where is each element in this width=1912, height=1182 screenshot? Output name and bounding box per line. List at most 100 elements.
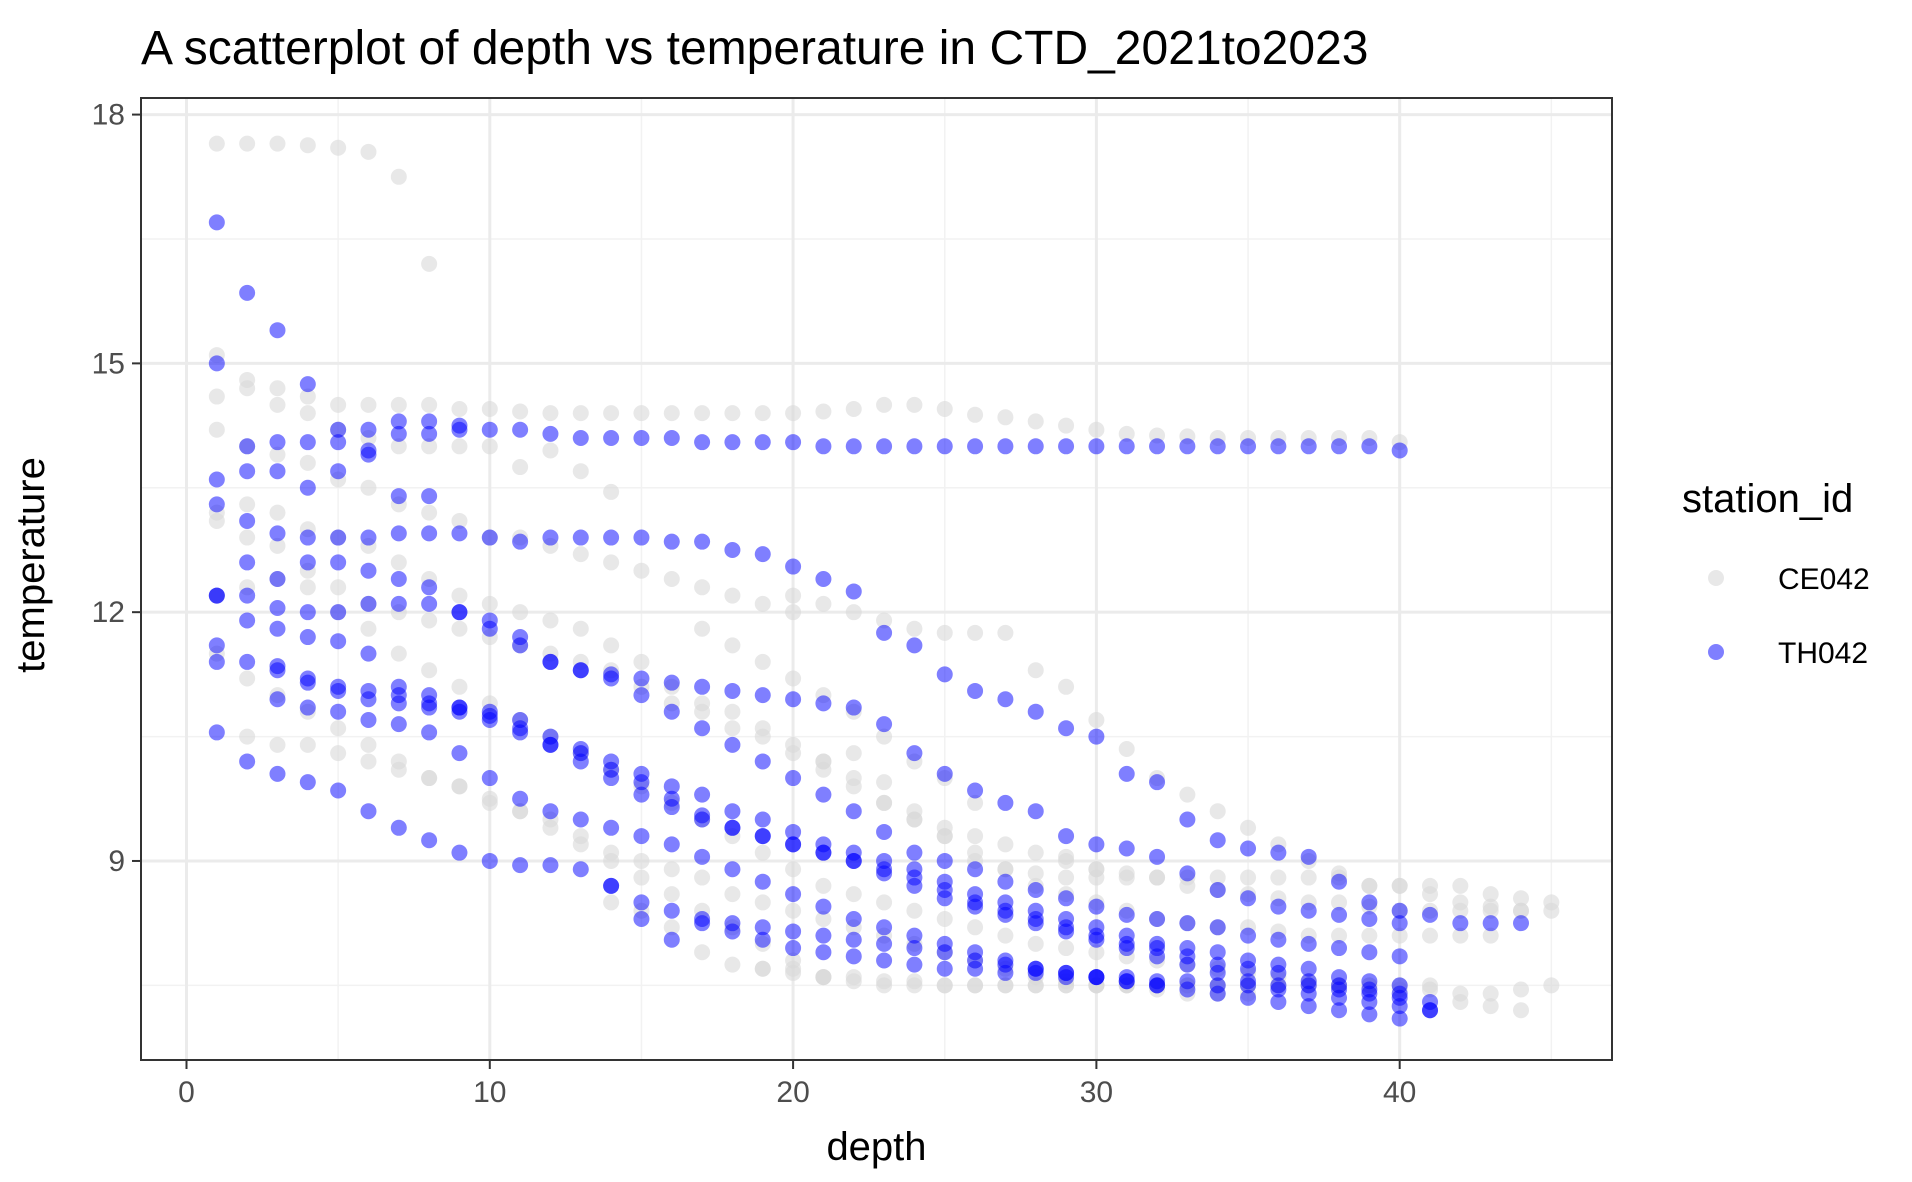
data-point	[299, 774, 316, 791]
data-point	[663, 836, 680, 853]
data-point	[785, 823, 802, 840]
data-point	[1118, 840, 1135, 857]
data-point	[390, 396, 407, 413]
data-point	[1209, 869, 1226, 886]
data-point	[451, 525, 468, 542]
data-point	[906, 877, 923, 894]
data-point	[1088, 944, 1105, 961]
data-point	[390, 695, 407, 712]
data-point	[815, 944, 832, 961]
data-point	[299, 376, 316, 393]
data-point	[754, 687, 771, 704]
data-point	[239, 529, 256, 546]
data-point	[1452, 915, 1469, 932]
data-point	[360, 691, 377, 708]
data-point	[663, 430, 680, 447]
data-point	[845, 911, 862, 928]
data-point	[1391, 902, 1408, 919]
data-point	[694, 720, 711, 737]
data-point	[845, 948, 862, 965]
data-point	[724, 703, 741, 720]
data-point	[754, 811, 771, 828]
data-point	[572, 861, 589, 878]
data-point	[1088, 421, 1105, 438]
data-point	[694, 533, 711, 550]
data-point	[1300, 998, 1317, 1015]
data-point	[1331, 906, 1348, 923]
data-point	[1209, 803, 1226, 820]
data-point	[1331, 927, 1348, 944]
data-point	[208, 388, 225, 405]
data-point	[542, 803, 559, 820]
plot-panel	[141, 98, 1612, 1060]
data-point	[1513, 981, 1530, 998]
data-point	[360, 396, 377, 413]
data-point	[1422, 993, 1439, 1010]
data-point	[239, 463, 256, 480]
data-point	[663, 405, 680, 422]
data-point	[1027, 803, 1044, 820]
data-point	[906, 973, 923, 990]
data-point	[330, 720, 347, 737]
data-point	[997, 906, 1014, 923]
data-point	[239, 670, 256, 687]
data-point	[876, 728, 893, 745]
y-tick-label: 12	[92, 596, 125, 629]
data-point	[1331, 873, 1348, 890]
data-point	[512, 790, 529, 807]
data-point	[1209, 964, 1226, 981]
x-tick-label: 10	[473, 1076, 506, 1109]
data-point	[1118, 765, 1135, 782]
data-point	[1088, 969, 1105, 986]
data-point	[269, 463, 286, 480]
data-point	[754, 653, 771, 670]
data-point	[936, 765, 953, 782]
data-point	[1240, 989, 1257, 1006]
data-point	[269, 537, 286, 554]
data-point	[542, 653, 559, 670]
data-point	[1088, 836, 1105, 853]
data-point	[1300, 935, 1317, 952]
data-point	[663, 778, 680, 795]
data-point	[1513, 915, 1530, 932]
data-point	[1058, 828, 1075, 845]
y-tick-label: 9	[108, 845, 125, 878]
data-point	[663, 886, 680, 903]
data-point	[239, 612, 256, 629]
data-point	[1240, 890, 1257, 907]
data-point	[936, 624, 953, 641]
data-point	[754, 919, 771, 936]
data-point	[269, 691, 286, 708]
data-point	[572, 529, 589, 546]
data-point	[1361, 877, 1378, 894]
data-point	[542, 857, 559, 874]
data-point	[1058, 438, 1075, 455]
data-point	[997, 624, 1014, 641]
data-point	[1482, 927, 1499, 944]
data-point	[603, 430, 620, 447]
data-point	[451, 678, 468, 695]
data-point	[967, 782, 984, 799]
data-point	[1300, 960, 1317, 977]
data-point	[1270, 964, 1287, 981]
data-point	[1391, 927, 1408, 944]
data-point	[1027, 844, 1044, 861]
data-point	[845, 931, 862, 948]
data-point	[421, 525, 438, 542]
data-point	[299, 670, 316, 687]
data-point	[1240, 960, 1257, 977]
data-point	[390, 716, 407, 733]
data-point	[1300, 977, 1317, 994]
legend-key-ce042	[1708, 570, 1724, 586]
data-point	[390, 645, 407, 662]
data-point	[815, 911, 832, 928]
data-point	[997, 927, 1014, 944]
data-point	[936, 960, 953, 977]
data-point	[542, 612, 559, 629]
data-point	[1391, 948, 1408, 965]
data-point	[1149, 911, 1166, 928]
data-point	[421, 662, 438, 679]
data-point	[936, 400, 953, 417]
data-point	[360, 421, 377, 438]
data-point	[390, 438, 407, 455]
